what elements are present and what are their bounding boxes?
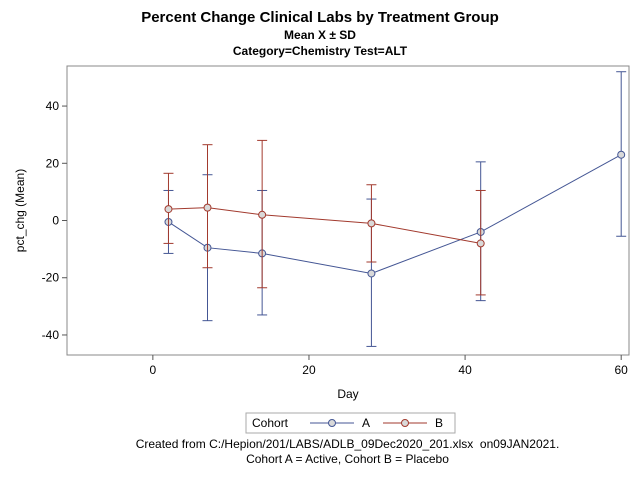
- series-b-point: [367, 219, 376, 228]
- y-tick-label: -20: [42, 271, 60, 285]
- legend-a-marker: [328, 419, 336, 427]
- legend-b-marker: [401, 419, 409, 427]
- series-b-point: [476, 239, 485, 248]
- chart-subtitle: Mean X ± SD: [284, 28, 356, 42]
- series-b-point: [164, 205, 173, 214]
- chart-title: Percent Change Clinical Labs by Treatmen…: [141, 9, 499, 26]
- y-axis-label: pct_chg (Mean): [13, 169, 27, 252]
- chart-titles: Percent Change Clinical Labs by Treatmen…: [0, 8, 640, 59]
- footnote-cohorts: Cohort A = Active, Cohort B = Placebo: [246, 452, 449, 466]
- x-tick-label: 60: [615, 363, 629, 377]
- series-a-point: [367, 269, 376, 278]
- series-b-point: [203, 203, 212, 212]
- y-tick-label: -40: [42, 328, 60, 342]
- series-a-point: [617, 150, 626, 159]
- y-tick-label: 40: [46, 99, 60, 113]
- y-tick-label: 0: [52, 214, 59, 228]
- y-tick-label: 20: [46, 156, 60, 170]
- plot-frame: [66, 65, 630, 356]
- x-tick-label: 40: [458, 363, 472, 377]
- x-tick-label: 0: [150, 363, 157, 377]
- legend-b-label: B: [435, 416, 443, 430]
- footnote-source: Created from C:/Hepion/201/LABS/ADLB_09D…: [135, 437, 560, 451]
- series-a-line: [168, 154, 622, 274]
- legend-a-label: A: [362, 416, 370, 430]
- x-axis-label: Day: [337, 387, 358, 401]
- series-b-line: [168, 207, 481, 244]
- chart-subtitle-category: Category=Chemistry Test=ALT: [232, 44, 408, 58]
- x-tick-label: 20: [302, 363, 316, 377]
- series-b-point: [258, 210, 267, 219]
- legend-title: Cohort: [252, 416, 289, 430]
- chart-footnote: Created from C:/Hepion/201/LABS/ADLB_09D…: [0, 437, 640, 467]
